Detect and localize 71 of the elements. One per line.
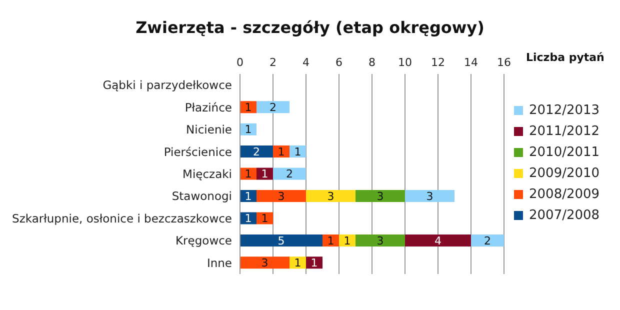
data-label: 3 <box>261 256 268 270</box>
data-label: 1 <box>261 168 268 181</box>
x-tick-label: 16 <box>497 56 511 69</box>
bar <box>405 234 471 246</box>
x-tick-label: 12 <box>431 56 445 69</box>
y-tick-label: Nicienie <box>186 122 232 137</box>
data-label: 1 <box>294 256 302 270</box>
bar <box>306 256 322 269</box>
data-label: 3 <box>426 190 434 203</box>
legend-label: 2010/2011 <box>529 145 600 160</box>
bar <box>256 168 273 180</box>
bar <box>322 234 339 246</box>
x-tick-label: 8 <box>368 56 376 69</box>
bar <box>256 101 290 114</box>
data-label: 5 <box>278 234 285 248</box>
data-label: 1 <box>278 145 285 158</box>
bar <box>290 146 306 158</box>
data-label: 3 <box>376 190 384 203</box>
legend-label: 2009/2010 <box>529 166 600 181</box>
bar <box>471 234 504 246</box>
data-label: 3 <box>376 234 384 248</box>
x-tick-label: 2 <box>270 56 276 69</box>
data-label: 1 <box>244 101 252 114</box>
data-label: 1 <box>310 256 318 270</box>
data-label: 4 <box>434 234 442 248</box>
bar <box>356 234 405 246</box>
y-tick-label: Kręgowce <box>176 234 232 248</box>
bar <box>290 256 306 269</box>
bar <box>356 190 405 202</box>
data-label: 1 <box>344 234 351 248</box>
x-tick-label: 0 <box>236 56 244 69</box>
data-label: 3 <box>278 190 285 203</box>
data-label: 1 <box>261 212 268 226</box>
data-label: 1 <box>294 145 302 158</box>
x-tick-label: 10 <box>398 56 412 69</box>
x-tick-label: 4 <box>302 56 310 69</box>
data-label: 1 <box>244 212 252 226</box>
legend-label: 2012/2013 <box>529 103 600 118</box>
y-tick-label: Gąbki i parzydełkowce <box>102 78 232 92</box>
bar <box>256 190 306 202</box>
bar <box>240 146 273 158</box>
data-label: 1 <box>244 123 252 136</box>
y-tick-label: Mięczaki <box>182 167 232 181</box>
bar <box>405 190 454 202</box>
bar <box>273 146 290 158</box>
data-label: 1 <box>244 190 252 203</box>
y-tick-label: Szkarłupnie, osłonice i bezczaszkowce <box>12 211 232 226</box>
x-tick-label: 6 <box>336 56 342 69</box>
data-label: 3 <box>327 190 334 203</box>
bar <box>256 212 273 224</box>
data-label: 2 <box>270 101 276 114</box>
bar <box>273 168 306 180</box>
data-label: 2 <box>253 145 260 158</box>
chart-title: Zwierzęta - szczegóły (etap okręgowy) <box>134 18 486 37</box>
y-tick-label: Płazińce <box>184 100 232 114</box>
y-tick-label: Pierścienice <box>164 144 232 159</box>
bar <box>240 256 290 269</box>
y-tick-label: Inne <box>206 256 232 270</box>
bar <box>240 234 322 246</box>
bar <box>339 234 356 246</box>
data-label: 1 <box>327 234 334 248</box>
x-axis-title: Liczba pytań <box>526 51 604 64</box>
legend-label: 2008/2009 <box>529 187 600 202</box>
data-label: 2 <box>484 234 491 248</box>
data-label: 1 <box>244 168 252 181</box>
legend-label: 2007/2008 <box>529 208 600 223</box>
bar <box>306 190 356 202</box>
legend-label: 2011/2012 <box>529 124 600 139</box>
x-tick-label: 14 <box>464 56 478 69</box>
y-tick-label: Stawonogi <box>172 189 232 204</box>
data-label: 2 <box>286 168 293 181</box>
